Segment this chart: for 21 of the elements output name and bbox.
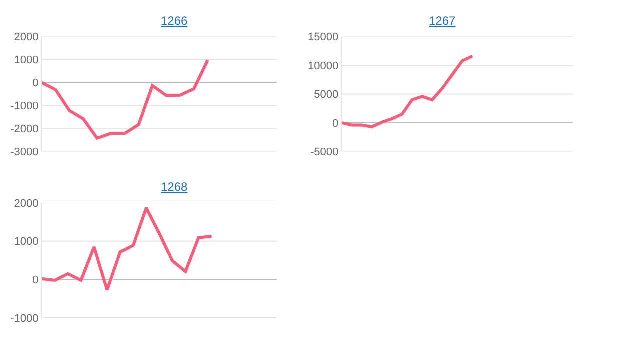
y-tick-label: -3000: [10, 146, 39, 159]
y-tick-label: 5000: [314, 89, 339, 102]
y-tick-label: 1000: [14, 54, 39, 67]
y-tick-label: 0: [32, 274, 39, 287]
line-series: [42, 58, 210, 140]
y-tick-label: 15000: [308, 32, 339, 44]
chart-title: 1267: [429, 14, 456, 28]
y-tick-label: 10000: [308, 60, 339, 72]
chart-title: 1268: [161, 180, 188, 194]
y-tick-label: 2000: [14, 198, 39, 210]
line-series: [342, 54, 474, 128]
y-tick-label: 2000: [14, 32, 39, 44]
y-tick-label: -5000: [310, 146, 339, 159]
y-tick-label: -2000: [10, 124, 39, 136]
y-tick-label: 0: [332, 118, 339, 130]
y-tick-label: 0: [32, 78, 39, 90]
y-tick-label: 1000: [14, 236, 39, 248]
line-series: [42, 206, 214, 292]
y-tick-label: -1000: [10, 100, 39, 113]
chart-title: 1266: [161, 14, 188, 28]
y-tick-label: -1000: [10, 312, 39, 325]
